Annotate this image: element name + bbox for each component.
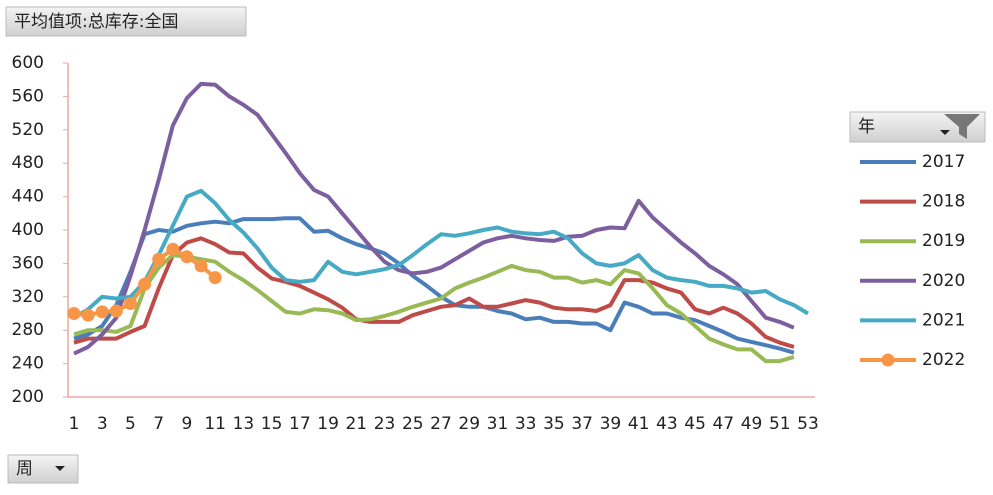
y-tick-label: 320 [12, 287, 44, 307]
x-field-label: 周 [16, 459, 33, 479]
y-tick-label: 200 [12, 387, 44, 407]
filter-button[interactable] [5, 6, 247, 37]
point [194, 259, 208, 273]
legend-title: 年 [858, 117, 875, 137]
dropdown-arrow [55, 466, 65, 471]
x-tick-label: 5 [125, 414, 136, 434]
series-line [73, 81, 795, 356]
legend-label: 2021 [922, 310, 965, 330]
point [123, 296, 137, 310]
y-tick-label: 480 [12, 153, 44, 173]
x-tick-label: 11 [204, 414, 226, 434]
point [81, 308, 95, 322]
x-tick-label: 39 [600, 414, 622, 434]
legend-label: 2020 [922, 271, 965, 291]
legend-label: 2018 [922, 192, 965, 212]
y-tick-label: 440 [12, 187, 44, 207]
x-tick-label: 53 [797, 414, 819, 434]
x-tick-label: 47 [712, 414, 734, 434]
x-tick-label: 37 [571, 414, 593, 434]
x-tick-label: 27 [430, 414, 452, 434]
filter-icon [944, 114, 980, 139]
x-tick-label: 35 [543, 414, 565, 434]
x-tick-label: 25 [402, 414, 424, 434]
point [138, 277, 152, 291]
y-tick-label: 560 [12, 86, 44, 106]
x-tick-label: 19 [317, 414, 339, 434]
dropdown-arrow [940, 130, 950, 135]
x-tick-label: 3 [97, 414, 108, 434]
legend-label: 2022 [922, 350, 965, 370]
field-button[interactable] [7, 454, 79, 484]
x-tick-label: 43 [656, 414, 678, 434]
point [166, 242, 180, 256]
filter-label: 平均值项:总库存:全国 [14, 12, 178, 32]
series-line [73, 236, 795, 349]
x-tick-label: 41 [628, 414, 650, 434]
x-tick-label: 9 [182, 414, 193, 434]
x-tick-label: 13 [233, 414, 255, 434]
point [67, 307, 81, 320]
y-tick-label: 240 [12, 354, 44, 374]
x-tick-label: 1 [69, 414, 80, 434]
x-tick-label: 49 [741, 414, 763, 434]
y-tick-label: 360 [12, 253, 44, 273]
y-tick-label: 600 [12, 53, 44, 73]
legend-label: 2017 [922, 152, 965, 172]
legend-label: 2019 [922, 231, 965, 251]
series-line [73, 253, 795, 364]
x-tick-label: 33 [515, 414, 537, 434]
x-tick-label: 23 [374, 414, 396, 434]
point [109, 304, 123, 318]
legend-marker [881, 353, 895, 367]
x-tick-label: 45 [684, 414, 706, 434]
series-line [72, 188, 810, 320]
y-tick-label: 280 [12, 320, 44, 340]
y-tick-label: 400 [12, 220, 44, 240]
point [180, 250, 194, 264]
x-tick-label: 21 [345, 414, 367, 434]
x-tick-label: 31 [487, 414, 509, 434]
x-tick-label: 29 [458, 414, 480, 434]
x-tick-label: 15 [261, 414, 283, 434]
series-line [73, 216, 795, 355]
x-tick-label: 7 [153, 414, 164, 434]
x-tick-label: 17 [289, 414, 311, 434]
point [208, 271, 222, 285]
point [152, 252, 166, 266]
y-tick-label: 520 [12, 120, 44, 140]
point [95, 305, 109, 319]
x-tick-label: 51 [769, 414, 791, 434]
